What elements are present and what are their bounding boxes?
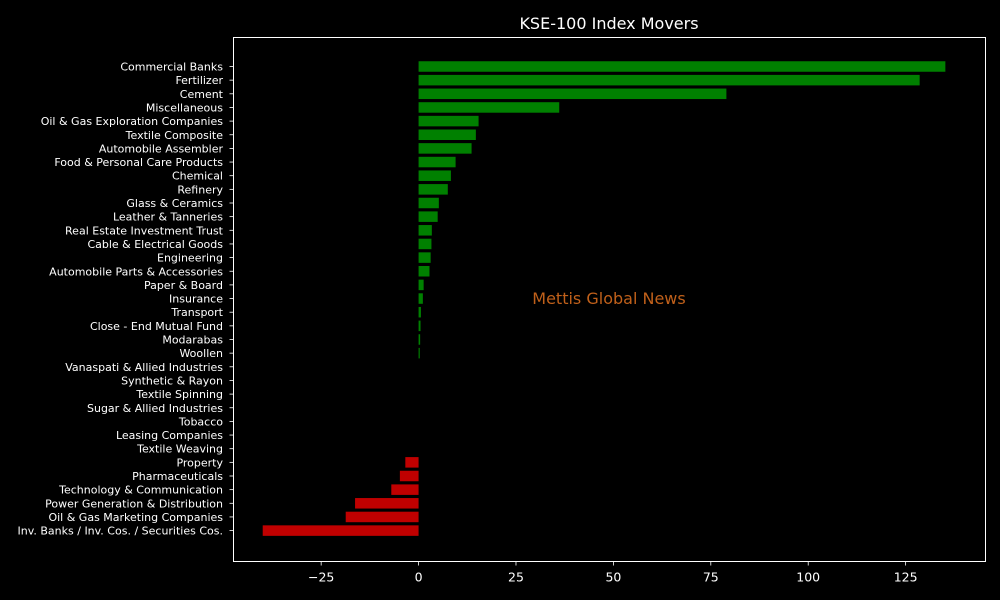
category-label: Leather & Tanneries: [113, 211, 223, 224]
category-label: Inv. Banks / Inv. Cos. / Securities Cos.: [18, 525, 223, 538]
category-label: Food & Personal Care Products: [54, 156, 223, 169]
category-label: Engineering: [157, 252, 223, 265]
plot-frame: [233, 37, 986, 562]
category-label: Sugar & Allied Industries: [87, 402, 223, 415]
category-label: Oil & Gas Marketing Companies: [48, 511, 223, 524]
category-label: Transport: [170, 306, 223, 319]
category-label: Tobacco: [178, 415, 223, 428]
category-label: Close - End Mutual Fund: [90, 320, 223, 333]
bar: [418, 334, 421, 345]
bar: [262, 525, 419, 536]
category-label: Insurance: [169, 293, 223, 306]
category-label: Textile Weaving: [136, 443, 223, 456]
category-label: Commercial Banks: [120, 61, 223, 74]
category-labels: Commercial BanksFertilizerCementMiscella…: [18, 61, 234, 538]
category-label: Textile Composite: [125, 129, 224, 142]
bar: [418, 347, 420, 359]
bar: [418, 61, 946, 72]
bar: [418, 293, 423, 304]
category-label: Textile Spinning: [135, 388, 223, 401]
category-label: Technology & Communication: [58, 484, 223, 497]
bar: [418, 74, 920, 86]
x-tick-label: 25: [508, 570, 524, 585]
bar: [418, 170, 451, 181]
chart-title: KSE-100 Index Movers: [519, 14, 698, 33]
bar: [345, 511, 419, 523]
bar: [418, 156, 456, 168]
category-label: Refinery: [177, 183, 223, 196]
x-tick-label: 100: [796, 570, 820, 585]
category-label: Property: [176, 456, 223, 469]
bar: [418, 306, 421, 318]
bar: [418, 88, 727, 100]
category-label: Power Generation & Distribution: [45, 497, 223, 510]
bar: [418, 225, 432, 236]
x-tick-label: 75: [703, 570, 719, 585]
category-label: Automobile Parts & Accessories: [49, 265, 223, 278]
category-label: Leasing Companies: [116, 429, 223, 442]
category-label: Cable & Electrical Goods: [87, 238, 223, 251]
category-label: Fertilizer: [175, 74, 223, 87]
bar: [418, 211, 438, 222]
bar: [418, 143, 472, 154]
category-label: Vanaspati & Allied Industries: [65, 361, 223, 374]
category-label: Real Estate Investment Trust: [65, 224, 224, 237]
bar: [418, 184, 448, 195]
category-label: Oil & Gas Exploration Companies: [41, 115, 224, 128]
category-label: Glass & Ceramics: [126, 197, 223, 210]
category-label: Cement: [180, 88, 224, 101]
bar: [418, 102, 560, 113]
bar: [418, 115, 479, 127]
bar: [418, 252, 431, 263]
bar: [391, 484, 419, 495]
category-label: Chemical: [172, 170, 223, 183]
bar: [418, 320, 421, 332]
category-label: Woollen: [179, 347, 223, 360]
category-label: Paper & Board: [144, 279, 223, 292]
bar: [399, 470, 419, 482]
bar: [355, 498, 419, 509]
watermark: Mettis Global News: [532, 289, 685, 308]
bar: [418, 129, 476, 140]
category-label: Automobile Assembler: [99, 142, 224, 155]
bar: [418, 266, 430, 277]
x-tick-label: −25: [308, 570, 334, 585]
category-label: Miscellaneous: [146, 101, 223, 114]
x-tick-label: 50: [605, 570, 621, 585]
x-tick-label: 125: [894, 570, 918, 585]
bar: [418, 197, 439, 209]
bar: [418, 238, 432, 250]
bar: [405, 457, 419, 468]
x-tick-label: 0: [415, 570, 423, 585]
category-label: Modarabas: [162, 334, 223, 347]
bars-group: [262, 61, 946, 536]
x-axis-ticks: −25 0 25 50 75 100 125: [308, 561, 918, 585]
category-label: Pharmaceuticals: [132, 470, 223, 483]
category-label: Synthetic & Rayon: [121, 374, 223, 387]
bar: [418, 279, 424, 291]
